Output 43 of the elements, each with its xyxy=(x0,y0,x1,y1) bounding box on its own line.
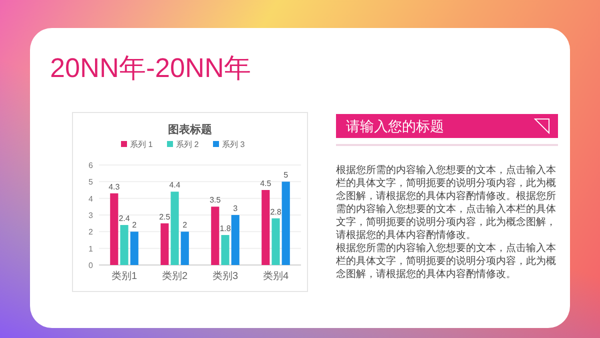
y-tick-label: 6 xyxy=(88,161,94,170)
data-label: 1.8 xyxy=(220,224,232,233)
data-label: 4.5 xyxy=(260,179,272,188)
data-label: 2 xyxy=(182,220,188,230)
y-tick-label: 3 xyxy=(88,211,94,220)
bar xyxy=(110,193,118,265)
data-label: 2 xyxy=(132,220,138,230)
text: 根据您所需的内容输入您想要的文本，点击输入本栏的具体文字，简明扼要的说明分项内容，此为概念图解，请根据您的具体内容酌情修改。根据您所需的内容输入您想要的文本，点击输入本栏的具体文字，简明扼要的说明分项内容，此为概念图解，请根据您的具体内容酌情修改。 xyxy=(336,164,557,242)
x-tick-label: 类别3 xyxy=(212,270,238,282)
legend-label: 系列 3 xyxy=(222,140,246,149)
y-tick-label: 4 xyxy=(88,194,94,204)
y-tick-label: 0 xyxy=(88,261,94,270)
legend-label: 系列 1 xyxy=(130,140,154,149)
x-tick-label: 类别4 xyxy=(262,270,289,282)
data-label: 4.4 xyxy=(169,180,181,190)
legend-label: 系列 2 xyxy=(176,140,200,149)
data-label: 4.3 xyxy=(108,182,120,192)
bar xyxy=(282,182,290,265)
text: 根据您所需的内容输入您想要的文本，点击输入本栏的具体文字，简明扼要的说明分项内容，此为概念图解，请根据您的具体内容酌情修改。 xyxy=(336,242,557,281)
bar xyxy=(160,223,169,265)
data-label: 2.4 xyxy=(118,214,130,223)
data-label: 3 xyxy=(233,204,238,213)
chart-title: 图表标题 xyxy=(168,123,212,136)
y-tick-label: 2 xyxy=(88,228,94,237)
bar xyxy=(262,190,270,265)
bar xyxy=(231,215,240,265)
x-tick-label: 类别2 xyxy=(162,270,188,282)
bar xyxy=(130,232,138,265)
bar xyxy=(272,218,280,265)
x-tick-label: 类别1 xyxy=(111,270,138,282)
bar xyxy=(221,235,230,265)
bar xyxy=(180,232,189,265)
text: 请输入您的标题 xyxy=(346,118,444,134)
y-tick-label: 5 xyxy=(88,178,94,187)
bar xyxy=(170,192,179,265)
data-label: 2.5 xyxy=(159,212,171,222)
bar xyxy=(120,225,128,265)
data-label: 2.8 xyxy=(270,207,282,216)
text: 20NN年-20NN年 xyxy=(50,52,252,85)
bar xyxy=(211,206,220,265)
y-tick-label: 1 xyxy=(88,244,94,254)
data-label: 5 xyxy=(284,170,289,180)
data-label: 3.5 xyxy=(210,196,222,205)
